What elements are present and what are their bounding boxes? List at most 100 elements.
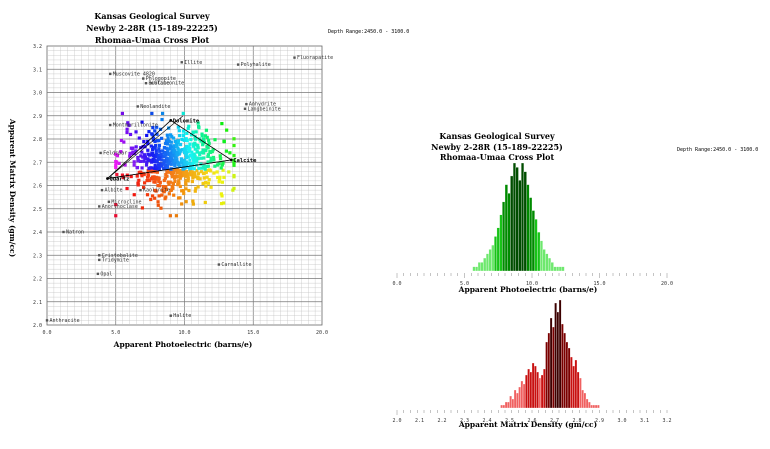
hist-pe-bar — [526, 184, 530, 272]
hist-rho-bar — [579, 377, 582, 409]
crossplot-data-point — [221, 168, 225, 172]
hist-pe-bar — [515, 167, 519, 272]
crossplot-data-point — [200, 166, 204, 170]
crossplot-data-point — [186, 176, 190, 180]
crossplot-data-point — [202, 176, 206, 180]
crossplot-data-point — [155, 132, 159, 136]
hist-rho-bar — [558, 299, 562, 409]
crossplot-data-point — [162, 159, 166, 163]
hist-pe-axis: 0.0 5.0 10.0 15.0 20.0 — [392, 273, 673, 287]
hist-rho-bar — [516, 392, 519, 409]
crossplot-mineral-label: Opal — [100, 271, 112, 277]
crossplot-data-point — [190, 170, 194, 174]
hist-pe-bar — [477, 262, 481, 272]
crossplot-data-point — [162, 146, 167, 150]
crossplot-data-point — [153, 170, 158, 174]
crossplot-data-point — [154, 149, 158, 153]
crossplot-data-point — [194, 143, 198, 147]
crossplot-data-point — [173, 152, 177, 156]
crossplot-data-point — [169, 140, 173, 144]
crossplot-data-point — [132, 193, 136, 197]
crossplot-data-point — [184, 181, 188, 185]
crossplot-data-point — [170, 173, 174, 177]
crossplot-data-point — [151, 147, 155, 152]
crossplot-data-point — [159, 152, 163, 157]
crossplot-data-point — [187, 148, 192, 153]
crossplot-mineral-label: Glauconite — [154, 81, 184, 87]
crossplot-data-point — [193, 159, 197, 163]
crossplot-mineral-marker — [180, 61, 183, 64]
crossplot-mineral-label: Langbeinite — [248, 106, 281, 112]
crossplot-data-point — [222, 140, 226, 144]
hist-pe-bar — [521, 162, 525, 272]
crossplot-data-point — [219, 166, 223, 170]
crossplot-y-tick-label: 2.0 — [33, 323, 42, 329]
crossplot-data-point — [194, 130, 198, 134]
hist-pe-bar — [518, 180, 522, 272]
crossplot-data-point — [172, 193, 176, 197]
crossplot-mineral-label: Montmorillonite — [113, 123, 158, 129]
crossplot-data-point — [168, 180, 172, 184]
crossplot-data-point — [197, 125, 201, 130]
crossplot-data-point — [156, 163, 161, 167]
crossplot-y-tick-label: 3.0 — [33, 91, 42, 97]
crossplot-data-point — [183, 160, 187, 165]
hist-rho-bar — [556, 311, 560, 409]
crossplot-data-point — [114, 159, 118, 164]
crossplot-data-point — [196, 143, 200, 148]
crossplot-data-point — [177, 181, 181, 185]
crossplot-data-point — [137, 178, 141, 182]
crossplot-data-point — [155, 125, 159, 129]
crossplot-data-point — [172, 149, 177, 153]
crossplot-x-tick-label: 10.0 — [178, 330, 190, 336]
crossplot-data-point — [143, 157, 147, 161]
crossplot-data-point — [146, 158, 150, 163]
crossplot-data-point — [171, 136, 176, 140]
crossplot-ticks: 0.0 5.0 10.0 15.0 20.0 2.0 2.1 2.2 2.3 2.4 2.5 2.6 2… — [33, 44, 328, 336]
crossplot-data-point — [198, 151, 202, 155]
hist-pe-bar — [475, 266, 479, 272]
hist-rho-tick-label: 2.8 — [572, 418, 581, 424]
crossplot-data-point — [193, 141, 197, 145]
crossplot-data-point — [219, 157, 223, 161]
crossplot-data-point — [125, 186, 129, 191]
crossplot-data-point — [209, 159, 213, 163]
hist-rho-bar — [549, 317, 553, 409]
hist-rho-bar — [513, 389, 517, 409]
crossplot-data-point — [206, 164, 210, 168]
crossplot-data-point — [166, 152, 170, 156]
crossplot-mineral-marker — [293, 56, 296, 59]
crossplot-data-point — [132, 160, 136, 164]
crossplot-data-point — [169, 133, 173, 137]
crossplot-data-point — [227, 170, 231, 174]
crossplot-title-1: Kansas Geological Survey — [94, 11, 210, 21]
crossplot-mineral-label: Anorthoclase — [102, 204, 138, 210]
crossplot-data-point — [157, 139, 161, 143]
crossplot-data-point — [165, 133, 169, 137]
crossplot-data-point — [216, 175, 220, 180]
crossplot-data-point — [175, 150, 179, 155]
crossplot-data-point — [199, 156, 203, 160]
hist-rho-bar — [502, 404, 506, 409]
hist-pe-bar — [553, 266, 557, 272]
crossplot-data-point — [151, 125, 155, 130]
crossplot-data-point — [139, 170, 143, 174]
crossplot-data-point — [150, 160, 154, 164]
crossplot-data-point — [181, 134, 186, 138]
hist-pe-title-2: Newby 2-28R (15-189-22225) — [431, 142, 563, 152]
crossplot-data-point — [150, 111, 154, 116]
crossplot-data-point — [206, 181, 211, 185]
crossplot-data-point — [184, 200, 188, 204]
crossplot-data-point — [232, 143, 236, 148]
crossplot-y-tick-label: 2.9 — [33, 114, 42, 120]
crossplot-data-point — [157, 153, 161, 157]
hist-rho-x-axis-label: Apparent Matrix Density (gm/cc) — [458, 420, 597, 429]
crossplot-data-point — [176, 153, 180, 157]
crossplot-data-point — [134, 130, 138, 134]
crossplot-mineral-marker — [236, 63, 240, 66]
crossplot-data-point — [184, 151, 188, 155]
crossplot-data-point — [156, 176, 160, 180]
crossplot-data-point — [171, 186, 175, 190]
crossplot-data-point — [201, 181, 205, 186]
